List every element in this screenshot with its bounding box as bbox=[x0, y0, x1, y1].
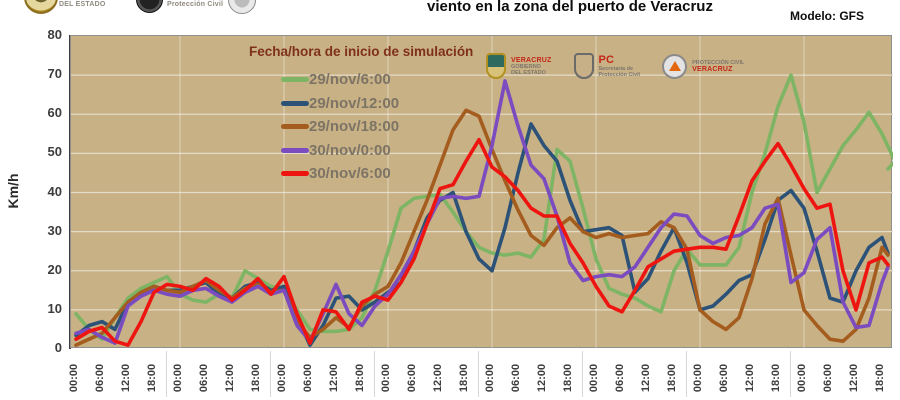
legend-label: 29/nov/6:00 bbox=[309, 71, 391, 89]
y-tick-label: 20 bbox=[47, 261, 62, 277]
x-tick-label: 12:00 bbox=[848, 363, 860, 393]
x-tick-label: 18:00 bbox=[146, 363, 158, 393]
x-tick-label: 18:00 bbox=[458, 363, 470, 393]
x-tick-label: 06:00 bbox=[614, 363, 626, 393]
model-label: Modelo: GFS bbox=[790, 9, 864, 23]
legend-item: 29/nov/6:00 bbox=[249, 68, 549, 92]
legend-swatch-icon bbox=[281, 147, 309, 153]
logo-text: Protección Civil bbox=[598, 72, 641, 78]
legend-items: 29/nov/6:00 29/nov/12:00 29/nov/18:00 30/no… bbox=[249, 68, 549, 186]
x-axis-day-separator bbox=[374, 351, 375, 397]
x-tick-label: 00:00 bbox=[68, 363, 80, 393]
x-tick-label: 12:00 bbox=[744, 363, 756, 393]
legend-item: 30/nov/0:00 bbox=[249, 139, 549, 163]
logo-text: PROTECCIÓN CIVIL bbox=[692, 59, 745, 66]
x-tick-label: 06:00 bbox=[510, 363, 522, 393]
x-axis-day-separator bbox=[270, 351, 271, 397]
legend-swatch-icon bbox=[281, 77, 309, 83]
logo-text: VERACRUZ bbox=[511, 56, 552, 64]
page-title: viento en la zona del puerto de Veracruz bbox=[427, 0, 713, 15]
logo-text: GOBIERNO bbox=[511, 63, 541, 70]
y-tick-label: 30 bbox=[47, 222, 62, 238]
x-tick-label: 06:00 bbox=[822, 363, 834, 393]
plot-area: Fecha/hora de inicio de simulación 29/no… bbox=[70, 35, 893, 349]
legend-item: 30/nov/6:00 bbox=[249, 162, 549, 186]
series-line-29/nov/18:00 bbox=[74, 108, 890, 347]
veracruz-seal-icon bbox=[228, 0, 256, 14]
legend-label: 29/nov/18:00 bbox=[309, 118, 400, 136]
legend-label: 29/nov/12:00 bbox=[309, 94, 400, 112]
x-tick-label: 00:00 bbox=[484, 363, 496, 393]
x-axis-day-separator bbox=[582, 351, 583, 397]
x-tick-label: 06:00 bbox=[302, 363, 314, 393]
logo-caption: DEL ESTADO bbox=[59, 1, 106, 8]
logo-text: PC bbox=[598, 54, 615, 66]
legend-item: 29/nov/12:00 bbox=[249, 92, 549, 116]
x-tick-label: 12:00 bbox=[224, 363, 236, 393]
x-tick-label: 00:00 bbox=[796, 363, 808, 393]
y-tick-label: 70 bbox=[47, 66, 62, 82]
legend-label: 30/nov/0:00 bbox=[309, 141, 391, 159]
veracruz-shield-icon bbox=[486, 53, 506, 79]
series-line-29/nov/6:00 bbox=[74, 73, 893, 342]
y-tick-label: 60 bbox=[47, 105, 62, 121]
chart-canvas bbox=[71, 36, 893, 349]
y-tick-label: 80 bbox=[47, 27, 62, 42]
x-tick-label: 12:00 bbox=[120, 363, 132, 393]
legend: Fecha/hora de inicio de simulación 29/no… bbox=[249, 44, 549, 186]
y-tick-label: 10 bbox=[47, 300, 62, 316]
legend-item: 29/nov/18:00 bbox=[249, 115, 549, 139]
x-axis-day-separator bbox=[166, 351, 167, 397]
proteccion-civil-veracruz-logo: PROTECCIÓN CIVIL VERACRUZ bbox=[662, 44, 744, 88]
legend-swatch-icon bbox=[281, 124, 309, 130]
y-tick-label: 40 bbox=[47, 183, 62, 199]
x-tick-label: 06:00 bbox=[198, 363, 210, 393]
veracruz-gobierno-logo: VERACRUZ GOBIERNO DEL ESTADO bbox=[486, 44, 552, 88]
y-tick-label: 50 bbox=[47, 144, 62, 160]
x-tick-label: 18:00 bbox=[666, 363, 678, 393]
top-logo-strip: DEL ESTADO Protección Civil bbox=[0, 0, 290, 22]
logo-text: Secretaría de bbox=[598, 66, 634, 72]
x-tick-label: 06:00 bbox=[94, 363, 106, 393]
x-tick-label: 12:00 bbox=[432, 363, 444, 393]
gobierno-del-estado-seal-icon bbox=[24, 0, 58, 14]
pc-shield-icon bbox=[573, 53, 594, 79]
inner-logo-strip: VERACRUZ GOBIERNO DEL ESTADO PC Secretar… bbox=[486, 44, 744, 88]
x-axis-day-separator bbox=[478, 351, 479, 397]
legend-swatch-icon bbox=[281, 171, 309, 177]
x-tick-label: 00:00 bbox=[276, 363, 288, 393]
logo-caption: Protección Civil bbox=[167, 1, 224, 8]
legend-label: 30/nov/6:00 bbox=[309, 165, 391, 183]
legend-title: Fecha/hora de inicio de simulación bbox=[249, 44, 474, 59]
y-tick-label: 0 bbox=[54, 340, 62, 355]
logo-text: DEL ESTADO bbox=[511, 69, 546, 76]
x-tick-label: 00:00 bbox=[692, 363, 704, 393]
x-tick-label: 18:00 bbox=[562, 363, 574, 393]
x-tick-label: 18:00 bbox=[874, 363, 886, 393]
x-axis-day-separator bbox=[686, 351, 687, 397]
x-tick-label: 00:00 bbox=[588, 363, 600, 393]
series-line-30/nov/0:00 bbox=[74, 79, 890, 345]
proteccion-civil-seal-icon bbox=[136, 0, 163, 13]
x-tick-label: 00:00 bbox=[380, 363, 392, 393]
x-tick-label: 12:00 bbox=[536, 363, 548, 393]
x-tick-label: 06:00 bbox=[718, 363, 730, 393]
pc-secretaria-logo: PC Secretaría de Protección Civil bbox=[573, 44, 641, 88]
logo-text: VERACRUZ bbox=[692, 65, 733, 73]
civil-protection-emblem-icon bbox=[662, 53, 688, 79]
x-tick-label: 12:00 bbox=[640, 363, 652, 393]
x-tick-label: 12:00 bbox=[328, 363, 340, 393]
legend-swatch-icon bbox=[281, 100, 309, 106]
x-tick-label: 18:00 bbox=[770, 363, 782, 393]
x-tick-label: 00:00 bbox=[172, 363, 184, 393]
y-axis-label: Km/h bbox=[5, 173, 21, 209]
series-line-30/nov/6:00 bbox=[74, 137, 890, 347]
x-tick-label: 18:00 bbox=[250, 363, 262, 393]
x-tick-label: 06:00 bbox=[406, 363, 418, 393]
x-tick-label: 18:00 bbox=[354, 363, 366, 393]
x-axis-day-separator bbox=[790, 351, 791, 397]
